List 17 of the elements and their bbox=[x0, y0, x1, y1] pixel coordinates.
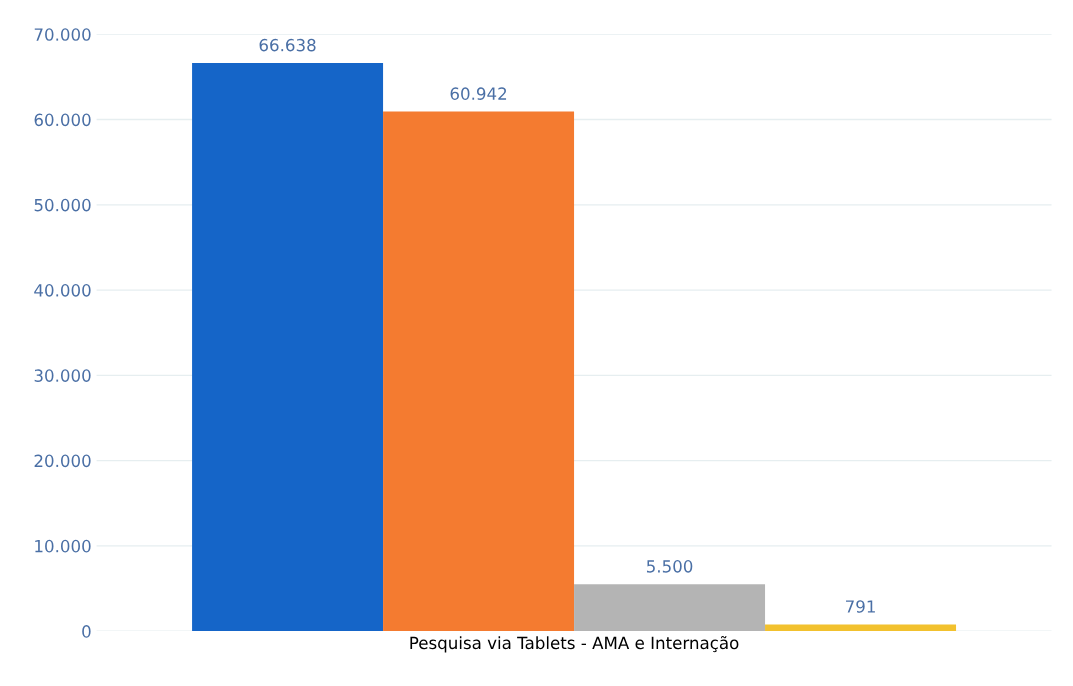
y-tick-label: 70.000 bbox=[34, 28, 91, 41]
data-label: 60.942 bbox=[450, 87, 507, 100]
y-tick-label: 40.000 bbox=[34, 284, 91, 297]
bar bbox=[192, 62, 384, 632]
bar bbox=[574, 584, 766, 632]
y-tick-label: 30.000 bbox=[34, 369, 91, 382]
y-tick-label: 50.000 bbox=[34, 198, 91, 212]
x-tick-label: Pesquisa via Tablets - AMA e Internação bbox=[410, 635, 739, 653]
y-tick-label: 20.000 bbox=[34, 454, 91, 468]
data-label: 5.500 bbox=[646, 560, 693, 573]
data-label: 66.638 bbox=[259, 38, 316, 52]
data-label: 791 bbox=[846, 600, 875, 613]
y-tick-label: 10.000 bbox=[35, 539, 91, 553]
bar bbox=[383, 111, 575, 632]
y-tick-label: 0 bbox=[82, 625, 91, 638]
y-tick-label: 60.000 bbox=[34, 113, 91, 127]
bar bbox=[765, 624, 957, 632]
